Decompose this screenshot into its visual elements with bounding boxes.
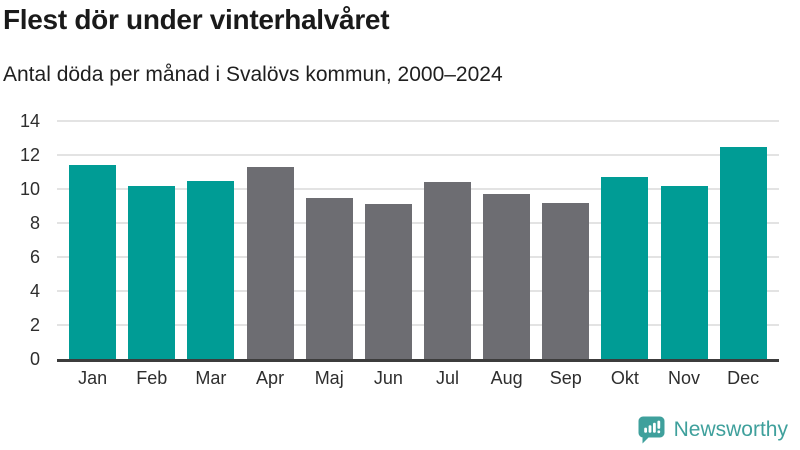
bar-jun <box>364 204 412 359</box>
y-axis: 0 2 4 6 8 10 12 14 <box>0 112 46 368</box>
x-tick-label: Sep <box>549 368 582 388</box>
x-tick-label: Aug <box>490 368 523 388</box>
bar-maj <box>305 197 353 359</box>
x-tick-label: Okt <box>610 368 639 388</box>
x-tick-label: Jun <box>373 368 403 388</box>
x-tick-label: Jul <box>435 368 459 388</box>
plot-area <box>57 120 779 362</box>
y-tick-label: 14 <box>19 111 40 131</box>
x-axis: Jan Feb Mar Apr Maj Jun Jul Aug Sep Okt Nov Dec <box>57 368 779 389</box>
bar-chart-speech-bubble-icon <box>637 415 666 445</box>
y-tick-label: 12 <box>19 145 40 165</box>
gridline <box>57 120 779 122</box>
bar-aug <box>483 194 531 359</box>
bar-series <box>57 121 779 359</box>
x-tick-label: Mar <box>195 368 227 388</box>
y-tick-label: 0 <box>29 349 40 369</box>
page-title: Flest dör under vinterhalvåret <box>3 4 390 35</box>
y-tick-label: 2 <box>29 315 40 335</box>
bar-okt <box>601 177 649 359</box>
bar-jan <box>69 165 117 359</box>
y-tick-label: 4 <box>29 281 40 301</box>
gridline <box>57 154 779 156</box>
y-tick-label: 8 <box>29 213 40 233</box>
x-tick-label: Maj <box>314 368 344 388</box>
bar-feb <box>128 185 176 359</box>
y-tick-label: 6 <box>29 247 40 267</box>
chart-subtitle: Antal döda per månad i Svalövs kommun, 2… <box>3 63 503 86</box>
bar-mar <box>187 180 235 359</box>
x-tick-label: Apr <box>256 368 285 388</box>
y-tick-label: 10 <box>19 179 40 199</box>
bar-nov <box>660 185 708 359</box>
bar-apr <box>246 166 294 359</box>
bar-jul <box>423 182 471 359</box>
gridline <box>57 290 779 293</box>
x-tick-label: Feb <box>136 368 168 388</box>
x-tick-label: Jan <box>78 368 108 388</box>
bar-sep <box>542 202 590 359</box>
brand-name: Newsworthy <box>673 418 788 441</box>
gridline <box>57 222 779 225</box>
gridline <box>57 188 779 190</box>
brand-logo: Newsworthy <box>637 415 788 445</box>
bar-dec <box>719 146 767 359</box>
x-tick-label: Nov <box>668 368 701 388</box>
gridline <box>57 324 779 327</box>
gridline <box>57 256 779 258</box>
x-tick-label: Dec <box>727 368 760 388</box>
